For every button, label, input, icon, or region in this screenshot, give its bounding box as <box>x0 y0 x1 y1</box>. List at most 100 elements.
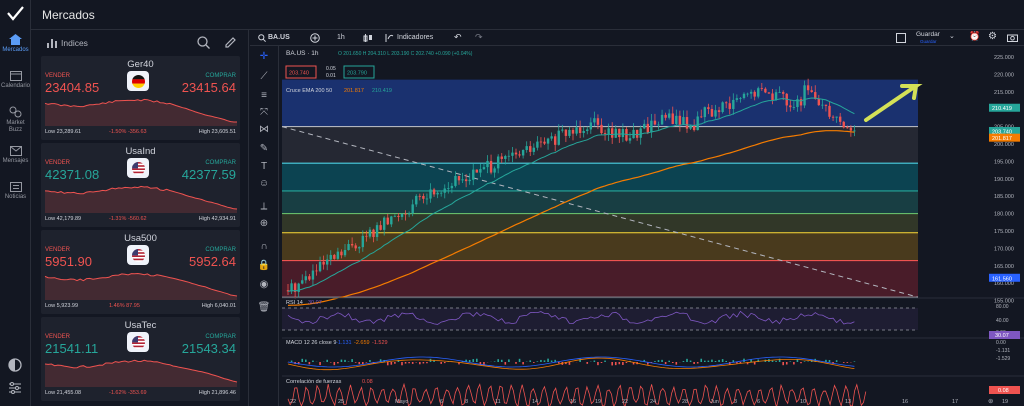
sell-price-button[interactable]: 23404.85 <box>45 80 100 95</box>
force-tag-text: 0.08 <box>998 388 1009 394</box>
macd-histogram-bar <box>536 361 539 362</box>
horizontal-lines-icon[interactable]: ≡ <box>261 90 267 101</box>
macd-histogram-bar <box>696 362 699 364</box>
emoji-icon[interactable]: ☺ <box>258 178 270 189</box>
undo-icon[interactable]: ↶ <box>454 32 462 42</box>
symbol-search-icon[interactable] <box>258 34 266 42</box>
time-settings-icon[interactable]: ⊛ <box>988 398 994 405</box>
candle-body <box>771 93 774 100</box>
buy-box[interactable] <box>343 65 375 79</box>
buy-price-button[interactable]: 23415.64 <box>181 80 236 95</box>
fib-icon[interactable]: ⤧ <box>260 107 268 118</box>
macd-histogram-bar <box>440 362 442 364</box>
dashed-trendline[interactable] <box>281 126 919 298</box>
low-value: Low 42,179.89 <box>45 216 82 222</box>
rsi-tag-text: 30.07 <box>995 333 1009 339</box>
market-card[interactable]: UsaTec VENDER COMPRAR 21541.11 21543.34 … <box>41 317 240 401</box>
lock-icon[interactable]: 🔒 <box>257 260 271 271</box>
candle-body <box>400 213 404 217</box>
candle-body <box>422 195 425 199</box>
macd-histogram-bar <box>757 359 760 362</box>
ruler-icon[interactable]: ⟂ <box>260 201 268 212</box>
theme-toggle-icon[interactable] <box>8 358 22 377</box>
fib-zone <box>282 126 918 164</box>
sell-price-button[interactable]: 5951.90 <box>45 254 92 269</box>
price-tag <box>989 133 1020 142</box>
time-tick: 13 <box>845 399 851 405</box>
sell-label: VENDER <box>45 160 71 166</box>
candle-body <box>810 90 813 93</box>
macd-histogram-bar <box>718 359 720 362</box>
price-axis[interactable]: 225.000220.000215.000210.000205.000200.0… <box>994 55 1014 305</box>
brush-icon[interactable]: ✎ <box>259 143 269 154</box>
candle-body <box>514 152 518 155</box>
annotation-arrow[interactable] <box>864 84 923 122</box>
nav-item-mensajes[interactable]: Mensajes <box>0 146 31 165</box>
indicators-button[interactable]: Indicadores <box>397 34 434 41</box>
buy-price-button[interactable]: 5952.64 <box>189 254 236 269</box>
nav-item-mercados[interactable]: Mercados <box>0 34 31 54</box>
chevron-down-icon[interactable]: ⌄ <box>949 33 955 40</box>
sell-box[interactable] <box>285 65 317 79</box>
candle-body <box>735 98 739 100</box>
macd-histogram-bar <box>800 362 802 364</box>
gear-icon[interactable]: ⚙ <box>988 31 997 42</box>
macd-histogram-bar <box>632 362 635 365</box>
candle-body <box>521 150 525 156</box>
redo-icon[interactable]: ↷ <box>475 32 483 42</box>
macd-histogram-bar <box>725 360 727 362</box>
trash-icon[interactable]: 🗑 <box>257 302 271 313</box>
candle-body <box>429 189 432 199</box>
price-tag-text: 210.419 <box>992 106 1012 112</box>
magnet-icon[interactable]: ∩ <box>260 241 268 252</box>
symbol-input[interactable]: BA.US <box>268 34 290 41</box>
eye-icon[interactable]: ◉ <box>259 279 269 290</box>
candle-body <box>749 91 753 94</box>
buy-price-button[interactable]: 42377.59 <box>181 167 236 182</box>
nav-item-calendario[interactable]: Calendario <box>0 70 31 90</box>
sell-price-button[interactable]: 42371.08 <box>45 167 100 182</box>
candle-body <box>336 251 340 259</box>
candle-body <box>767 92 771 94</box>
rsi-tick: 80.00 <box>996 304 1009 310</box>
market-card[interactable]: Usa500 VENDER COMPRAR 5951.90 5952.64 Lo… <box>41 230 240 314</box>
macd-histogram-bar <box>682 361 685 362</box>
candle-body <box>496 156 500 169</box>
interval-button[interactable]: 1h <box>337 34 345 41</box>
edit-pencil-icon[interactable] <box>224 36 237 49</box>
sell-price-button[interactable]: 21541.11 <box>45 341 99 356</box>
candle-body <box>454 175 457 186</box>
zoom-in-icon[interactable]: ⊕ <box>259 218 269 229</box>
candle-body <box>700 116 703 118</box>
macd-histogram-bar <box>661 359 663 362</box>
candles-style-icon[interactable] <box>363 33 373 43</box>
market-card[interactable]: UsaInd VENDER COMPRAR 42371.08 42377.59 … <box>41 143 240 227</box>
alerts-icon[interactable]: ⏰ <box>969 31 981 41</box>
buy-price-button[interactable]: 21543.34 <box>181 341 236 356</box>
layout-icon[interactable] <box>896 33 906 43</box>
market-card[interactable]: Ger40 VENDER COMPRAR 23404.85 23415.64 L… <box>41 56 240 140</box>
time-tick: Mayo <box>395 399 408 405</box>
macd-histogram-bar <box>305 359 307 362</box>
text-icon[interactable]: T <box>260 161 268 172</box>
settings-sliders-icon[interactable] <box>8 381 22 399</box>
camera-icon[interactable] <box>1007 33 1018 42</box>
crosshair-icon[interactable]: ✛ <box>259 51 269 62</box>
indices-dropdown[interactable]: Indices <box>61 38 88 48</box>
macd-histogram-bar <box>401 362 403 366</box>
nav-item-market-buzz[interactable]: Market Buzz <box>0 106 31 134</box>
force-label: Correlación de fuerzas <box>286 379 342 385</box>
candle-body <box>382 217 386 230</box>
trendline-icon[interactable]: ⟋ <box>260 71 268 82</box>
sparkline-area <box>45 99 237 126</box>
time-tick: 14 <box>532 399 538 405</box>
search-icon[interactable] <box>197 36 210 49</box>
save-button[interactable]: Guardar <box>916 31 940 38</box>
macd-histogram-bar <box>775 361 777 362</box>
candle-body <box>425 198 429 200</box>
nav-item-noticias[interactable]: Noticias <box>0 182 31 201</box>
pattern-icon[interactable]: ⋈ <box>259 124 269 135</box>
add-symbol-icon[interactable] <box>310 33 320 43</box>
candle-body <box>340 251 343 256</box>
candle-body <box>297 283 300 292</box>
